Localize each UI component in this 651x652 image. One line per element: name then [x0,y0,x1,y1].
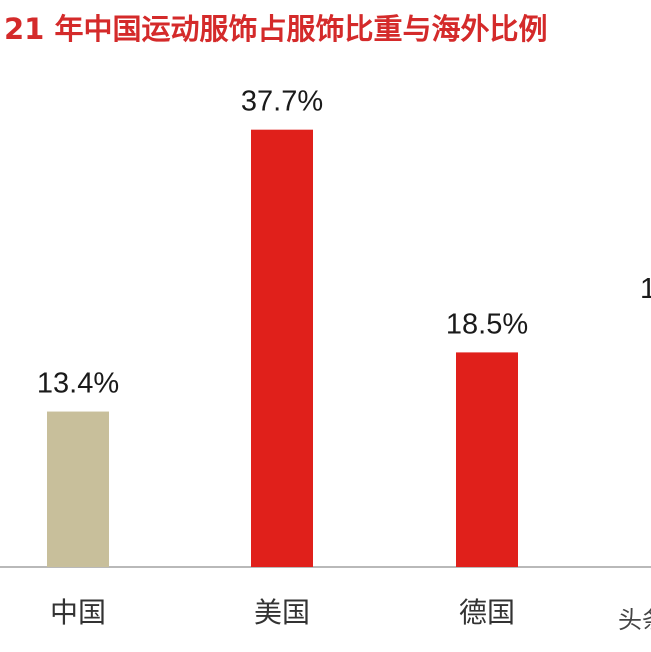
value-label-1: 13.4% [37,368,119,400]
bar-1 [47,411,109,567]
bar-2 [251,129,313,567]
bar-3 [456,352,518,567]
value-label-4: 1 [640,273,651,305]
value-label-3: 18.5% [446,308,528,340]
chart-title: 21 年中国运动服饰占服饰比重与海外比例 [4,12,547,46]
category-labels-group: 中国 美国 德国 [50,596,515,629]
value-label-2: 37.7% [241,86,323,118]
bars-group [47,129,518,567]
value-labels-group: 13.4% 37.7% 18.5% 1 [37,86,651,400]
category-label-2: 美国 [254,596,310,629]
watermark: 头条 [618,606,651,634]
category-label-1: 中国 [50,596,106,629]
category-label-3: 德国 [459,596,515,629]
